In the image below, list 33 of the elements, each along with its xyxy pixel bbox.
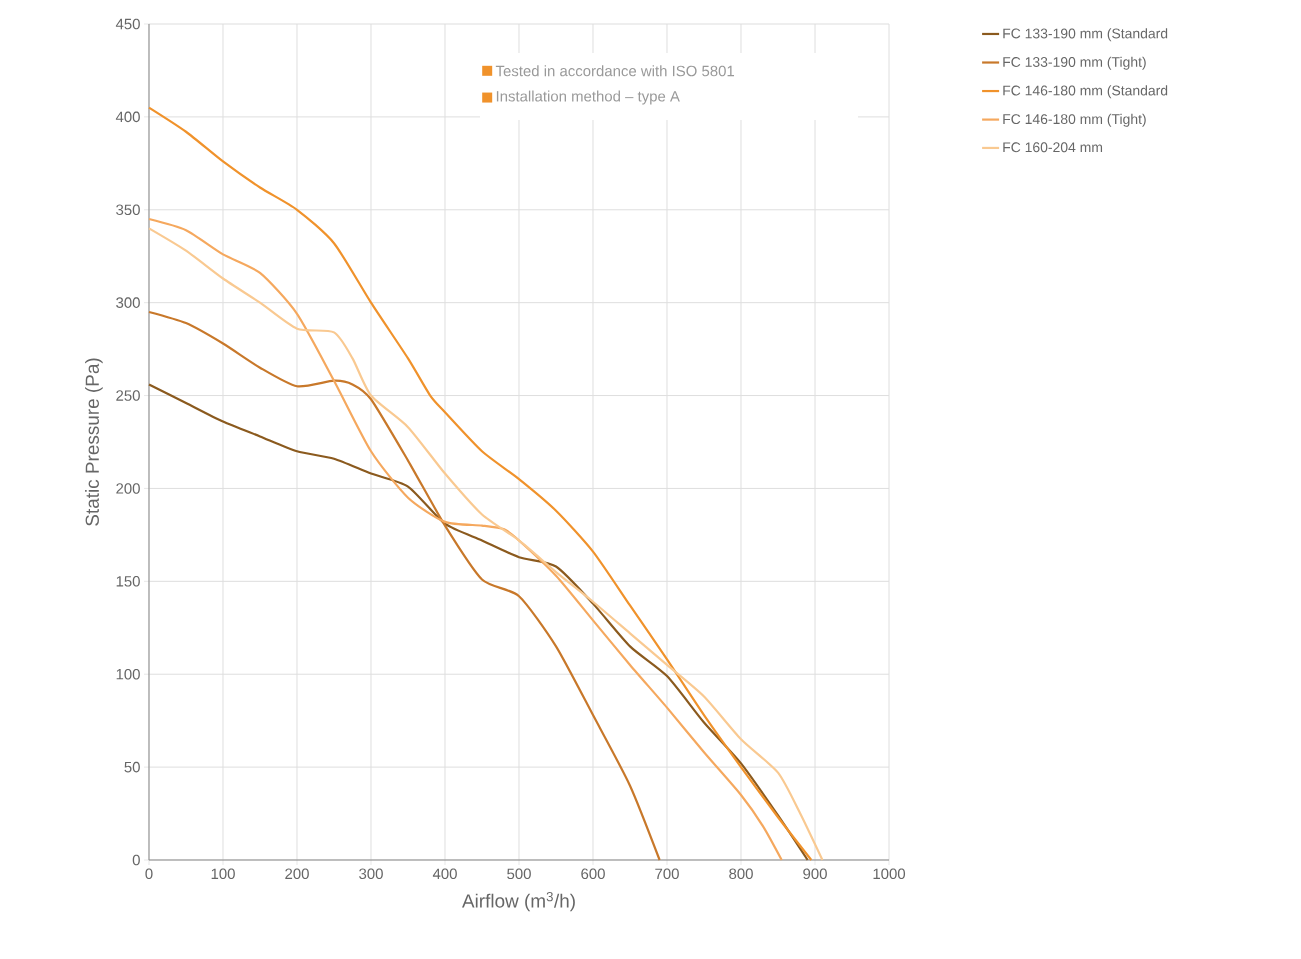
x-tick-label: 900 xyxy=(803,868,827,880)
y-tick-label: 50 xyxy=(124,761,140,773)
x-tick-label: 400 xyxy=(432,868,457,880)
legend-label: FC 146-180 mm (Tight) xyxy=(1003,113,1146,127)
y-tick-label: 200 xyxy=(116,483,140,494)
x-tick-label: 300 xyxy=(359,868,383,880)
legend-label: FC 133-190 mm (Standard xyxy=(1003,28,1168,42)
x-tick-label: 500 xyxy=(507,868,531,880)
x-tick-label: 600 xyxy=(581,868,605,880)
x-tick-label: 1000 xyxy=(873,868,906,880)
y-tick-label: 100 xyxy=(116,668,140,680)
y-tick-label: 350 xyxy=(116,204,140,216)
y-tick-label: 400 xyxy=(115,111,140,123)
legend-label: FC 160-204 mm xyxy=(1003,142,1103,153)
x-tick-label: 800 xyxy=(729,868,753,880)
y-tick-label: 300 xyxy=(116,297,140,308)
line-series xyxy=(147,106,813,862)
annotation: Installation method – type A xyxy=(496,90,680,105)
x-tick-label: 700 xyxy=(655,868,679,880)
line-series xyxy=(147,383,809,862)
y-tick-label: 450 xyxy=(115,18,140,30)
annotation: Tested in accordance with ISO 5801 xyxy=(495,65,735,77)
x-tick-label: 0 xyxy=(145,868,153,880)
y-tick-label: 0 xyxy=(132,854,140,866)
y-tick-label: 150 xyxy=(116,576,140,587)
line-series xyxy=(147,310,661,862)
x-axis-title: Airflow (m$^{3}$/h) xyxy=(462,891,575,912)
x-tick-label: 200 xyxy=(285,868,309,880)
legend-label: FC 133-190 mm (Tight) xyxy=(1003,56,1146,70)
x-tick-label: 100 xyxy=(211,868,235,880)
y-tick-label: 250 xyxy=(116,390,140,401)
legend-label: FC 146-180 mm (Standard xyxy=(1003,85,1168,99)
y-axis-title: Static Pressure (Pa) xyxy=(85,358,103,526)
